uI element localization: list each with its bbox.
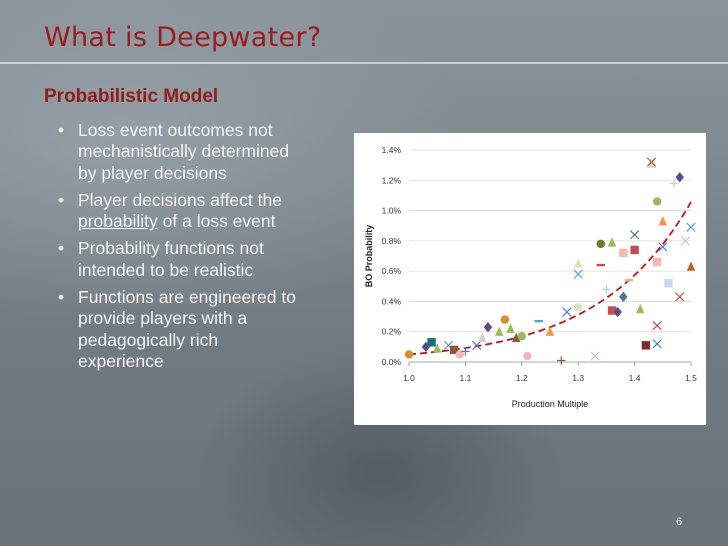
bullet-text-underlined: probability	[78, 211, 158, 232]
bullet-item: • Loss event outcomes not mechanisticall…	[58, 120, 308, 184]
data-point-square	[619, 248, 628, 258]
data-point-square	[449, 345, 459, 355]
data-point-square	[664, 279, 673, 288]
x-axis-label: Production Multiple	[512, 399, 589, 409]
data-point-circle	[455, 350, 464, 359]
bullet-marker: •	[58, 238, 65, 259]
bullet-text: Functions are engineered to provide play…	[78, 287, 296, 371]
data-point-triangle	[686, 261, 696, 271]
x-tick-label: 1.0	[403, 373, 415, 383]
data-point-circle	[574, 303, 583, 312]
data-point-circle	[596, 239, 605, 249]
data-point-plus	[669, 179, 679, 188]
bullet-list: • Loss event outcomes not mechanisticall…	[58, 120, 308, 378]
bullet-item: • Player decisions affect the probabilit…	[58, 190, 308, 233]
bullet-text: Probability functions not intended to be…	[78, 238, 264, 280]
data-point-diamond	[483, 321, 493, 333]
data-point-square	[641, 341, 651, 350]
data-point-x	[652, 339, 662, 349]
y-tick-label: 0.6%	[382, 266, 402, 276]
data-point-plus	[557, 356, 566, 365]
y-tick-label: 0.0%	[382, 357, 402, 367]
data-point-x	[629, 230, 640, 240]
y-tick-label: 1.0%	[382, 206, 402, 216]
data-point-x	[646, 157, 657, 167]
data-point-plus	[461, 347, 470, 356]
title-divider	[0, 62, 728, 64]
bullet-item: • Probability functions not intended to …	[58, 238, 308, 281]
bullet-item: • Functions are engineered to provide pl…	[58, 287, 308, 372]
bullet-text-pre: Player decisions affect the	[78, 189, 282, 210]
data-point-triangle	[658, 215, 667, 226]
y-tick-label: 0.8%	[382, 236, 402, 246]
bullet-text: Loss event outcomes not mechanistically …	[78, 120, 290, 183]
data-point-triangle	[511, 332, 521, 342]
data-point-x	[652, 321, 662, 331]
data-point-triangle	[506, 323, 515, 333]
data-point-circle	[404, 350, 414, 359]
data-point-triangle	[636, 303, 645, 314]
data-point-dash	[624, 279, 634, 282]
data-point-circle	[517, 332, 526, 341]
y-tick-label: 1.4%	[382, 145, 402, 155]
bullet-marker: •	[58, 287, 65, 308]
data-point-triangle	[433, 343, 442, 353]
data-point-plus	[602, 285, 611, 294]
data-point-x	[675, 292, 685, 302]
bullet-marker: •	[58, 120, 65, 140]
scatter-chart: 0.0% 0.2% 0.4% 0.6% 0.8% 1.0% 1.2% 1.4% 1.0 1.1 1.…	[354, 133, 706, 425]
data-point-triangle	[545, 326, 555, 336]
data-point-x	[680, 236, 690, 246]
data-point-square	[427, 338, 436, 347]
data-point-dash	[534, 319, 543, 323]
data-point-triangle	[478, 332, 487, 342]
data-point-triangle	[574, 258, 583, 268]
x-tick-label: 1.3	[572, 373, 584, 383]
data-point-x	[562, 307, 572, 317]
data-point-triangle	[607, 237, 617, 247]
x-tick-label: 1.1	[459, 373, 471, 383]
data-point-square	[630, 245, 639, 255]
data-point-square	[607, 306, 617, 315]
data-point-circle	[652, 197, 662, 206]
y-axis-label: BO Probability	[364, 225, 374, 288]
data-point-triangle	[495, 326, 504, 336]
data-point-triangle	[647, 158, 656, 168]
page-number: 6	[676, 516, 683, 528]
x-tick-label: 1.2	[516, 373, 528, 383]
y-tick-label: 0.2%	[382, 327, 402, 337]
data-point-diamond	[619, 291, 628, 303]
data-point-square	[652, 257, 662, 267]
scatter-chart-svg: 0.0% 0.2% 0.4% 0.6% 0.8% 1.0% 1.2% 1.4% 1.0 1.1 1.…	[364, 145, 697, 409]
data-point-circle	[523, 351, 532, 361]
data-point-x	[472, 340, 482, 350]
data-point-x	[658, 242, 668, 252]
data-point-dash	[596, 263, 605, 267]
bullet-marker: •	[58, 189, 65, 210]
data-point-x	[590, 351, 600, 361]
data-point-x	[686, 222, 696, 232]
slide-subtitle: Probabilistic Model	[44, 86, 219, 107]
bullet-text-post: of a loss event	[157, 211, 276, 232]
y-tick-label: 1.2%	[382, 175, 402, 185]
data-point-x	[573, 269, 583, 279]
data-point-diamond	[675, 172, 684, 183]
x-tick-label: 1.4	[629, 373, 641, 383]
slide-title: What is Deepwater?	[44, 22, 322, 53]
data-point-circle	[500, 315, 510, 324]
x-tick-label: 1.5	[685, 373, 697, 383]
y-tick-label: 0.4%	[382, 296, 402, 306]
